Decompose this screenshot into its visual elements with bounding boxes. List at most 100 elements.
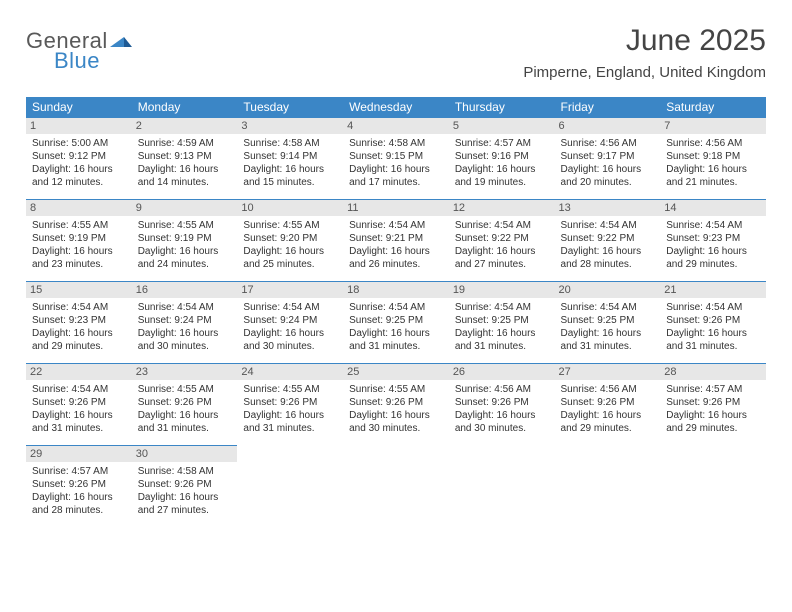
- calendar-cell: 9Sunrise: 4:55 AMSunset: 9:19 PMDaylight…: [132, 200, 238, 282]
- calendar-cell: 26 Sunrise: 4:56 AMSunset: 9:26 PMDayligh…: [449, 364, 555, 446]
- weekday-header: Friday: [555, 97, 661, 118]
- sunrise-line: Sunrise: 4:56 AM: [455, 383, 549, 396]
- day-number: 26: [449, 364, 555, 380]
- day-number: 17: [237, 282, 343, 298]
- day-details: Sunrise: 4:56 AMSunset: 9:26 PMDaylight:…: [455, 383, 549, 435]
- calendar-cell: 23 Sunrise: 4:55 AMSunset: 9:26 PMDayligh…: [132, 364, 238, 446]
- daylight-line: Daylight: 16 hours and 31 minutes.: [455, 327, 549, 353]
- day-number: 9: [132, 200, 238, 216]
- sunset-line: Sunset: 9:17 PM: [561, 150, 655, 163]
- calendar-cell: 18Sunrise: 4:54 AMSunset: 9:25 PMDayligh…: [343, 282, 449, 364]
- daylight-line: Daylight: 16 hours and 31 minutes.: [138, 409, 232, 435]
- calendar-cell: 13Sunrise: 4:54 AMSunset: 9:22 PMDayligh…: [555, 200, 661, 282]
- sunrise-line: Sunrise: 5:00 AM: [32, 137, 126, 150]
- day-details: Sunrise: 4:54 AMSunset: 9:26 PMDaylight:…: [32, 383, 126, 435]
- sunset-line: Sunset: 9:26 PM: [666, 396, 760, 409]
- sunset-line: Sunset: 9:26 PM: [138, 478, 232, 491]
- day-number: 21: [660, 282, 766, 298]
- page-subtitle: Pimperne, England, United Kingdom: [523, 64, 766, 81]
- day-number: 27: [555, 364, 661, 380]
- sunset-line: Sunset: 9:24 PM: [138, 314, 232, 327]
- day-details: Sunrise: 4:54 AMSunset: 9:25 PMDaylight:…: [455, 301, 549, 353]
- sunset-line: Sunset: 9:24 PM: [243, 314, 337, 327]
- page-title: June 2025: [523, 24, 766, 58]
- day-details: Sunrise: 4:54 AMSunset: 9:24 PMDaylight:…: [138, 301, 232, 353]
- calendar-page: General Blue June 2025 Pimperne, England…: [0, 0, 792, 552]
- day-details: Sunrise: 4:54 AMSunset: 9:21 PMDaylight:…: [349, 219, 443, 271]
- calendar-cell: 22 Sunrise: 4:54 AMSunset: 9:26 PMDayligh…: [26, 364, 132, 446]
- day-details: Sunrise: 4:57 AMSunset: 9:26 PMDaylight:…: [32, 465, 126, 517]
- calendar-row: 22 Sunrise: 4:54 AMSunset: 9:26 PMDayligh…: [26, 364, 766, 446]
- day-details: Sunrise: 4:58 AMSunset: 9:14 PMDaylight:…: [243, 137, 337, 189]
- sunrise-line: Sunrise: 4:57 AM: [32, 465, 126, 478]
- calendar-cell: [343, 446, 449, 528]
- calendar-cell: 4 Sunrise: 4:58 AMSunset: 9:15 PMDaylight…: [343, 118, 449, 200]
- weekday-row: Sunday Monday Tuesday Wednesday Thursday…: [26, 97, 766, 118]
- sunrise-line: Sunrise: 4:56 AM: [561, 137, 655, 150]
- brand-mark-icon: [110, 31, 132, 52]
- day-number: 20: [555, 282, 661, 298]
- sunrise-line: Sunrise: 4:58 AM: [243, 137, 337, 150]
- daylight-line: Daylight: 16 hours and 12 minutes.: [32, 163, 126, 189]
- day-number: 19: [449, 282, 555, 298]
- calendar-cell: 19 Sunrise: 4:54 AMSunset: 9:25 PMDayligh…: [449, 282, 555, 364]
- calendar-cell: 28Sunrise: 4:57 AMSunset: 9:26 PMDayligh…: [660, 364, 766, 446]
- day-details: Sunrise: 4:56 AMSunset: 9:17 PMDaylight:…: [561, 137, 655, 189]
- sunrise-line: Sunrise: 4:54 AM: [561, 301, 655, 314]
- daylight-line: Daylight: 16 hours and 31 minutes.: [243, 409, 337, 435]
- daylight-line: Daylight: 16 hours and 30 minutes.: [349, 409, 443, 435]
- day-details: Sunrise: 4:55 AMSunset: 9:26 PMDaylight:…: [138, 383, 232, 435]
- calendar-cell: [555, 446, 661, 528]
- daylight-line: Daylight: 16 hours and 25 minutes.: [243, 245, 337, 271]
- sunrise-line: Sunrise: 4:55 AM: [349, 383, 443, 396]
- sunset-line: Sunset: 9:16 PM: [455, 150, 549, 163]
- day-details: Sunrise: 4:56 AMSunset: 9:26 PMDaylight:…: [561, 383, 655, 435]
- sunrise-line: Sunrise: 4:55 AM: [32, 219, 126, 232]
- daylight-line: Daylight: 16 hours and 19 minutes.: [455, 163, 549, 189]
- calendar-cell: 27 Sunrise: 4:56 AMSunset: 9:26 PMDayligh…: [555, 364, 661, 446]
- sunrise-line: Sunrise: 4:54 AM: [243, 301, 337, 314]
- day-details: Sunrise: 4:58 AMSunset: 9:15 PMDaylight:…: [349, 137, 443, 189]
- sunset-line: Sunset: 9:26 PM: [32, 396, 126, 409]
- calendar-cell: 5Sunrise: 4:57 AMSunset: 9:16 PMDaylight…: [449, 118, 555, 200]
- calendar-cell: [660, 446, 766, 528]
- daylight-line: Daylight: 16 hours and 20 minutes.: [561, 163, 655, 189]
- calendar-row: 29Sunrise: 4:57 AMSunset: 9:26 PMDayligh…: [26, 446, 766, 528]
- day-number: 4: [343, 118, 449, 134]
- sunset-line: Sunset: 9:19 PM: [32, 232, 126, 245]
- sunrise-line: Sunrise: 4:54 AM: [138, 301, 232, 314]
- weekday-header: Wednesday: [343, 97, 449, 118]
- calendar-cell: [449, 446, 555, 528]
- sunset-line: Sunset: 9:22 PM: [455, 232, 549, 245]
- day-details: Sunrise: 4:56 AMSunset: 9:18 PMDaylight:…: [666, 137, 760, 189]
- day-details: Sunrise: 4:55 AMSunset: 9:19 PMDaylight:…: [32, 219, 126, 271]
- day-number: 29: [26, 446, 132, 462]
- sunset-line: Sunset: 9:26 PM: [349, 396, 443, 409]
- daylight-line: Daylight: 16 hours and 27 minutes.: [138, 491, 232, 517]
- calendar-cell: 11Sunrise: 4:54 AMSunset: 9:21 PMDayligh…: [343, 200, 449, 282]
- calendar-cell: 29 Sunrise: 4:57 AMSunset: 9:26 PMDayligh…: [26, 446, 132, 528]
- sunset-line: Sunset: 9:26 PM: [138, 396, 232, 409]
- sunrise-line: Sunrise: 4:54 AM: [455, 219, 549, 232]
- daylight-line: Daylight: 16 hours and 31 minutes.: [349, 327, 443, 353]
- calendar-cell: 20Sunrise: 4:54 AMSunset: 9:25 PMDayligh…: [555, 282, 661, 364]
- day-details: Sunrise: 4:54 AMSunset: 9:22 PMDaylight:…: [561, 219, 655, 271]
- calendar-cell: 30Sunrise: 4:58 AMSunset: 9:26 PMDayligh…: [132, 446, 238, 528]
- calendar-cell: 1Sunrise: 5:00 AMSunset: 9:12 PMDaylight…: [26, 118, 132, 200]
- sunset-line: Sunset: 9:26 PM: [32, 478, 126, 491]
- weekday-header: Sunday: [26, 97, 132, 118]
- day-number: 30: [132, 446, 238, 462]
- sunrise-line: Sunrise: 4:54 AM: [561, 219, 655, 232]
- day-number: 23: [132, 364, 238, 380]
- day-details: Sunrise: 4:54 AMSunset: 9:23 PMDaylight:…: [32, 301, 126, 353]
- day-number: 6: [555, 118, 661, 134]
- weekday-header: Tuesday: [237, 97, 343, 118]
- calendar-row: 1Sunrise: 5:00 AMSunset: 9:12 PMDaylight…: [26, 118, 766, 200]
- day-number: 22: [26, 364, 132, 380]
- sunrise-line: Sunrise: 4:59 AM: [138, 137, 232, 150]
- daylight-line: Daylight: 16 hours and 27 minutes.: [455, 245, 549, 271]
- sunrise-line: Sunrise: 4:54 AM: [666, 301, 760, 314]
- daylight-line: Daylight: 16 hours and 29 minutes.: [666, 245, 760, 271]
- sunset-line: Sunset: 9:25 PM: [455, 314, 549, 327]
- sunset-line: Sunset: 9:26 PM: [455, 396, 549, 409]
